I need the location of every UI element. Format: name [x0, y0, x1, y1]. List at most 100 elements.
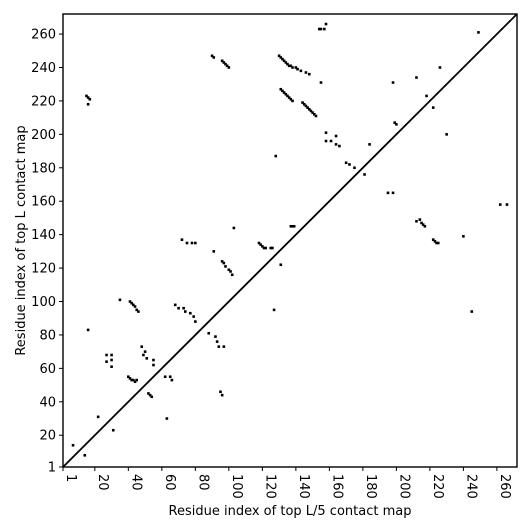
contact-point	[312, 112, 316, 116]
contact-point	[185, 241, 189, 245]
contact-point	[436, 241, 440, 245]
contact-point	[261, 245, 264, 248]
x-tick-label: 80	[195, 474, 210, 491]
contact-point	[220, 260, 224, 263]
contact-point	[284, 92, 288, 96]
contact-point	[505, 203, 509, 206]
contact-point	[395, 123, 398, 126]
contact-point	[183, 310, 187, 313]
contact-point	[83, 453, 87, 457]
contact-point	[281, 57, 284, 61]
contact-point	[299, 69, 303, 73]
contact-point	[282, 59, 286, 63]
contact-point	[289, 64, 293, 68]
contact-point	[309, 109, 313, 113]
contact-point	[291, 66, 294, 69]
contact-point	[137, 310, 140, 313]
contact-point	[147, 392, 150, 395]
contact-point	[445, 133, 448, 136]
contact-point	[438, 66, 442, 69]
contact-point	[281, 89, 284, 93]
contact-point	[307, 72, 311, 76]
contact-point	[314, 114, 318, 118]
contact-point	[222, 61, 226, 64]
y-tick-label: 240	[31, 61, 56, 76]
contact-point	[368, 143, 371, 146]
contact-point	[334, 134, 338, 138]
contact-point	[71, 443, 75, 447]
contact-point	[128, 300, 132, 303]
contact-point	[217, 345, 221, 348]
contact-point	[142, 353, 145, 357]
x-tick-label: 260	[497, 474, 512, 499]
x-tick-label: 180	[363, 474, 378, 499]
contact-point	[304, 71, 308, 74]
contact-point	[470, 310, 474, 313]
contact-point	[96, 415, 100, 419]
contact-point	[306, 106, 309, 109]
contact-point	[220, 393, 224, 397]
contact-point	[132, 378, 135, 382]
contact-point	[289, 224, 293, 228]
x-tick-label: 200	[396, 474, 411, 499]
contact-point	[212, 250, 216, 253]
contact-point	[135, 378, 139, 382]
contact-point	[118, 298, 122, 302]
contact-point	[425, 94, 428, 98]
contact-point	[477, 31, 480, 34]
contact-point	[182, 306, 185, 310]
diagonal-line	[62, 13, 518, 468]
contact-point	[229, 270, 232, 273]
contact-point	[224, 265, 227, 268]
y-tick-label: 100	[31, 295, 56, 310]
contact-point	[302, 102, 306, 106]
contact-point	[168, 375, 172, 379]
y-tick-label: 200	[31, 128, 56, 143]
contact-point	[391, 191, 395, 195]
contact-point	[319, 81, 323, 84]
contact-point	[272, 308, 276, 312]
contact-point	[192, 315, 195, 318]
y-tick-label: 120	[31, 262, 56, 277]
contact-point	[130, 378, 133, 382]
contact-point	[323, 27, 326, 31]
x-axis-ticks: 1 20 40 60 80 100 120 140 160 180 200 220 240 260	[62, 467, 512, 499]
contact-point	[324, 139, 328, 143]
contact-point	[386, 191, 390, 195]
contact-point	[230, 273, 234, 277]
x-tick-label: 60	[162, 474, 177, 491]
contact-point	[215, 340, 219, 343]
contact-point	[262, 246, 266, 250]
contact-point	[324, 131, 328, 134]
contact-point	[286, 62, 289, 66]
y-tick-label: 220	[31, 94, 56, 109]
contact-point	[269, 246, 273, 250]
contact-point	[279, 87, 283, 91]
plot-area	[62, 13, 518, 468]
contact-point	[111, 428, 115, 432]
contact-point	[277, 54, 281, 58]
contact-point	[292, 224, 296, 228]
contact-point	[391, 81, 395, 84]
x-tick-label: 100	[229, 474, 244, 499]
contact-point	[318, 27, 321, 31]
contact-point	[220, 59, 224, 63]
contact-point	[86, 102, 90, 106]
y-tick-label: 1	[48, 461, 56, 476]
contact-point	[110, 365, 113, 369]
contact-point	[338, 144, 341, 148]
contact-point	[207, 331, 211, 335]
contact-point	[289, 97, 293, 101]
contact-point	[284, 61, 288, 64]
contact-point	[344, 161, 348, 165]
contact-point	[282, 91, 286, 94]
contact-point	[133, 305, 137, 308]
contact-point	[165, 417, 169, 420]
y-axis-label: Residue index of top L contact map	[14, 125, 29, 355]
contact-point	[301, 101, 304, 104]
contact-point	[194, 320, 197, 323]
contact-point	[170, 378, 174, 382]
x-tick-label: 1	[63, 474, 78, 482]
